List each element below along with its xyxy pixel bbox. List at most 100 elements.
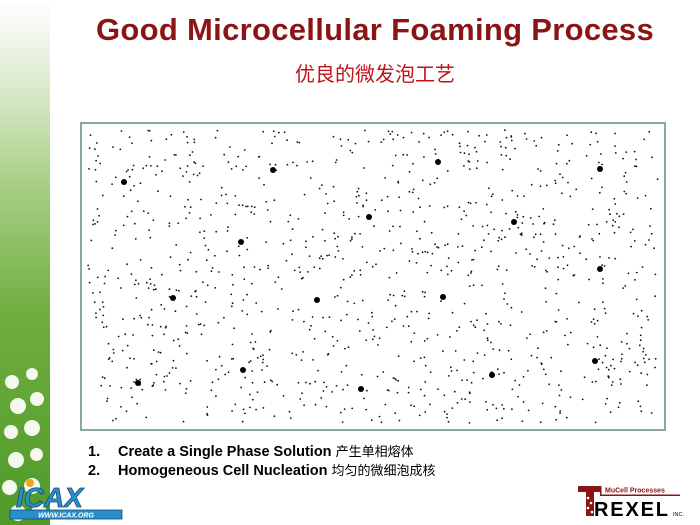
- small-dot: [324, 212, 326, 214]
- small-dot: [423, 295, 426, 298]
- small-dot: [565, 416, 568, 419]
- small-dot: [155, 360, 158, 363]
- small-dot: [323, 381, 325, 384]
- small-dot: [342, 211, 345, 214]
- bubble-decoration: [26, 368, 38, 380]
- small-dot: [246, 293, 248, 296]
- small-dot: [458, 326, 461, 328]
- small-dot: [519, 233, 522, 236]
- small-dot: [446, 413, 448, 415]
- small-dot: [255, 302, 258, 304]
- bubble-decoration: [30, 448, 43, 461]
- small-dot: [133, 184, 135, 187]
- small-dot: [126, 215, 129, 218]
- small-dot: [451, 407, 454, 409]
- small-dot: [299, 271, 301, 273]
- small-dot: [276, 383, 279, 386]
- small-dot: [557, 256, 559, 259]
- small-dot: [589, 143, 592, 146]
- small-dot: [101, 321, 104, 324]
- small-dot: [215, 395, 217, 398]
- small-dot: [147, 212, 150, 214]
- small-dot: [357, 187, 360, 190]
- nucleation-site: [170, 295, 176, 301]
- small-dot: [601, 186, 603, 189]
- small-dot: [334, 161, 337, 164]
- small-dot: [161, 170, 163, 173]
- small-dot: [393, 377, 396, 380]
- small-dot: [272, 130, 275, 133]
- small-dot: [521, 222, 524, 224]
- small-dot: [424, 364, 427, 367]
- small-dot: [237, 245, 240, 248]
- small-dot: [242, 169, 244, 171]
- small-dot: [406, 315, 409, 318]
- small-dot: [442, 350, 444, 352]
- small-dot: [410, 404, 412, 407]
- nucleation-site: [358, 386, 364, 392]
- small-dot: [492, 348, 495, 350]
- small-dot: [286, 163, 289, 166]
- small-dot: [282, 395, 285, 397]
- small-dot: [412, 162, 414, 165]
- small-dot: [396, 391, 399, 394]
- small-dot: [179, 167, 182, 170]
- step-text: Homogeneous Cell Nucleation: [118, 463, 328, 479]
- small-dot: [591, 238, 593, 240]
- small-dot: [354, 232, 356, 235]
- small-dot: [423, 394, 426, 397]
- small-dot: [446, 243, 449, 246]
- small-dot: [148, 316, 150, 319]
- small-dot: [245, 165, 248, 168]
- small-dot: [293, 269, 296, 272]
- small-dot: [342, 278, 345, 281]
- small-dot: [353, 302, 356, 305]
- small-dot: [604, 354, 607, 357]
- small-dot: [501, 417, 503, 420]
- small-dot: [393, 318, 396, 320]
- small-dot: [620, 360, 622, 363]
- small-dot: [207, 248, 210, 251]
- small-dot: [375, 263, 377, 266]
- small-dot: [474, 146, 476, 149]
- small-dot: [376, 375, 379, 378]
- small-dot: [650, 412, 653, 414]
- small-dot: [572, 274, 575, 277]
- small-dot: [470, 381, 473, 384]
- small-dot: [516, 216, 519, 219]
- small-dot: [443, 206, 446, 209]
- small-dot: [539, 421, 542, 424]
- small-dot: [320, 255, 322, 257]
- small-dot: [413, 405, 415, 408]
- small-dot: [114, 234, 116, 236]
- bubble-decoration: [2, 480, 17, 495]
- small-dot: [346, 384, 349, 386]
- small-dot: [527, 409, 530, 412]
- small-dot: [340, 319, 342, 322]
- small-dot: [392, 377, 395, 379]
- small-dot: [333, 200, 335, 203]
- small-dot: [514, 147, 516, 150]
- small-dot: [262, 407, 265, 409]
- small-dot: [402, 153, 405, 156]
- small-dot: [311, 160, 314, 163]
- small-dot: [605, 366, 608, 369]
- small-dot: [628, 347, 631, 350]
- small-dot: [92, 223, 94, 226]
- small-dot: [558, 394, 561, 397]
- small-dot: [497, 368, 499, 370]
- small-dot: [347, 138, 350, 141]
- small-dot: [286, 139, 288, 142]
- small-dot: [423, 220, 426, 223]
- small-dot: [215, 230, 218, 233]
- small-dot: [389, 133, 392, 135]
- small-dot: [618, 226, 620, 229]
- small-dot: [605, 220, 608, 223]
- small-dot: [437, 388, 439, 390]
- small-dot: [510, 139, 513, 142]
- small-dot: [648, 239, 650, 241]
- small-dot: [380, 421, 383, 424]
- small-dot: [269, 379, 272, 382]
- small-dot: [257, 156, 260, 158]
- small-dot: [107, 342, 110, 345]
